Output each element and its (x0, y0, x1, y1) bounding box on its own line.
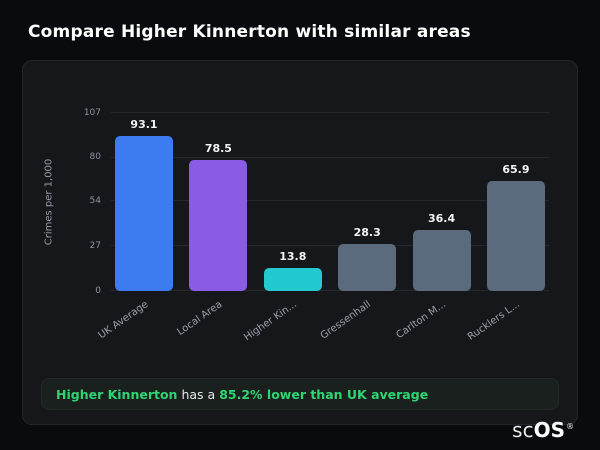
x-axis-label: Gressenhall (319, 299, 374, 342)
grid-line: 80 (90, 152, 549, 162)
grid-line: 107 (84, 108, 549, 118)
y-tick-label: 54 (89, 195, 101, 206)
scos-logo: scOS® (512, 418, 574, 442)
bar-column: 13.8 Higher Kin... (242, 113, 322, 343)
grid-line: 54 (90, 196, 549, 206)
bar (486, 181, 545, 291)
bar (189, 160, 248, 291)
x-axis-label: UK Average (96, 299, 151, 342)
bar-value-label: 13.8 (279, 250, 307, 264)
bar-value-label: 28.3 (353, 225, 381, 239)
y-tick-label: 27 (89, 240, 101, 251)
chart-card: 0 27 54 80 107 Crimes per 1,000 93.1 UK Avera… (22, 60, 578, 425)
x-axis-label: Rucklers L... (466, 299, 523, 343)
x-axis-label: Carlton M... (394, 299, 448, 342)
x-axis-label: Local Area (175, 299, 225, 338)
bar-column: 78.5 Local Area (176, 113, 248, 338)
bar-column: 65.9 Rucklers L... (466, 113, 545, 343)
logo-sc-text: sc (512, 418, 534, 442)
bar (115, 136, 173, 291)
bar (338, 243, 397, 291)
bar (263, 268, 322, 291)
bar-column: 36.4 Carlton M... (394, 113, 471, 341)
registered-trademark-icon: ® (566, 422, 574, 432)
y-axis-label: Crimes per 1,000 (43, 158, 55, 246)
bar-column: 28.3 Gressenhall (319, 113, 397, 342)
y-tick-label: 107 (83, 107, 101, 118)
x-axis-label: Higher Kin... (242, 299, 300, 344)
y-tick-label: 80 (89, 152, 101, 163)
bar-column: 93.1 UK Average (96, 113, 173, 341)
logo-os-text: OS (533, 418, 565, 442)
bar-value-label: 93.1 (130, 118, 158, 132)
grid-line: 27 (90, 241, 549, 251)
chart-bars: 93.1 UK Average 78.5 Local Area 13.8 Higher K… (96, 113, 549, 343)
chart-plot: 0 27 54 80 107 Crimes per 1,000 93.1 UK Avera… (44, 108, 549, 343)
bar-value-label: 65.9 (502, 163, 530, 177)
y-tick-label: 0 (95, 285, 101, 296)
bar-value-label: 36.4 (427, 212, 456, 226)
callout-stat-text: 85.2% lower than UK average (219, 386, 429, 402)
bar (412, 230, 471, 291)
callout-middle-text: has a (181, 386, 216, 402)
bar-value-label: 78.5 (204, 142, 232, 156)
summary-callout: Higher Kinnerton has a 85.2% lower than … (41, 378, 559, 410)
page-title: Compare Higher Kinnerton with similar ar… (28, 22, 471, 42)
callout-area-name: Higher Kinnerton (56, 386, 178, 402)
grid-line: 0 (95, 286, 549, 296)
